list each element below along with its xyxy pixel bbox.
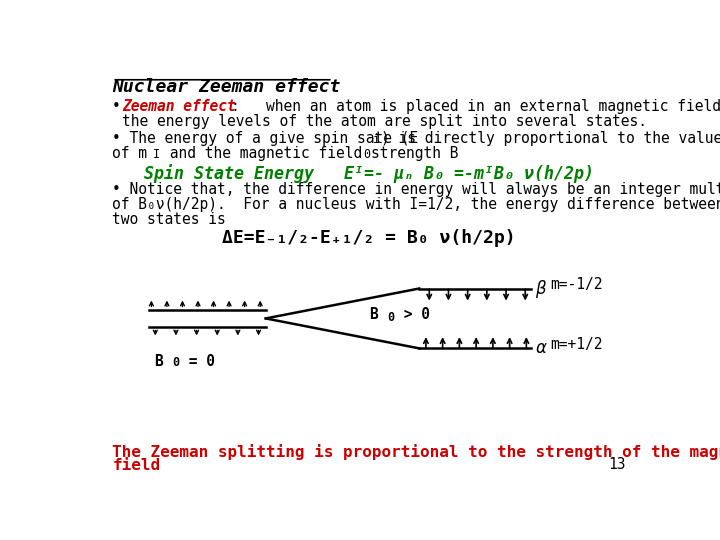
Text: Nuclear Zeeman effect: Nuclear Zeeman effect (112, 78, 341, 96)
Text: B: B (154, 354, 163, 369)
Text: > 0: > 0 (395, 307, 431, 322)
Text: 0: 0 (387, 311, 395, 324)
Text: Zeeman effect: Zeeman effect (122, 99, 236, 114)
Text: $\beta$: $\beta$ (535, 278, 547, 300)
Text: 0: 0 (172, 356, 179, 369)
Text: :   when an atom is placed in an external magnetic field,: : when an atom is placed in an external … (230, 99, 720, 114)
Text: m=-1/2: m=-1/2 (550, 277, 603, 292)
Text: m=+1/2: m=+1/2 (550, 337, 603, 352)
Text: two states is: two states is (112, 212, 226, 227)
Text: B: B (369, 307, 378, 322)
Text: • Notice that, the difference in energy will always be an integer multiple: • Notice that, the difference in energy … (112, 182, 720, 197)
Text: I: I (153, 147, 160, 160)
Text: and the magnetic field strength B: and the magnetic field strength B (161, 146, 459, 161)
Text: ) is directly proportional to the value: ) is directly proportional to the value (382, 131, 720, 146)
Text: = 0: = 0 (180, 354, 215, 369)
Text: of m: of m (112, 146, 148, 161)
Text: Spin State Energy   Eᴵ=- μₙ B₀ =-mᴵB₀ ν(h/2p): Spin State Energy Eᴵ=- μₙ B₀ =-mᴵB₀ ν(h/… (144, 164, 594, 183)
Text: The Zeeman splitting is proportional to the strength of the magnetic: The Zeeman splitting is proportional to … (112, 444, 720, 460)
Text: • The energy of a give spin sate (E: • The energy of a give spin sate (E (112, 131, 418, 146)
Text: 13: 13 (608, 457, 626, 472)
Text: of B₀ν(h/2p).  For a nucleus with I=1/2, the energy difference between: of B₀ν(h/2p). For a nucleus with I=1/2, … (112, 197, 720, 212)
Text: ΔE=E₋₁/₂-E₊₁/₂ = B₀ ν(h/2p): ΔE=E₋₁/₂-E₊₁/₂ = B₀ ν(h/2p) (222, 230, 516, 247)
Text: the energy levels of the atom are split into several states.: the energy levels of the atom are split … (122, 114, 647, 129)
Text: field: field (112, 458, 161, 472)
Text: •: • (112, 99, 130, 114)
Text: 0: 0 (364, 147, 371, 160)
Text: $\alpha$: $\alpha$ (535, 339, 548, 357)
Text: i: i (374, 133, 381, 146)
